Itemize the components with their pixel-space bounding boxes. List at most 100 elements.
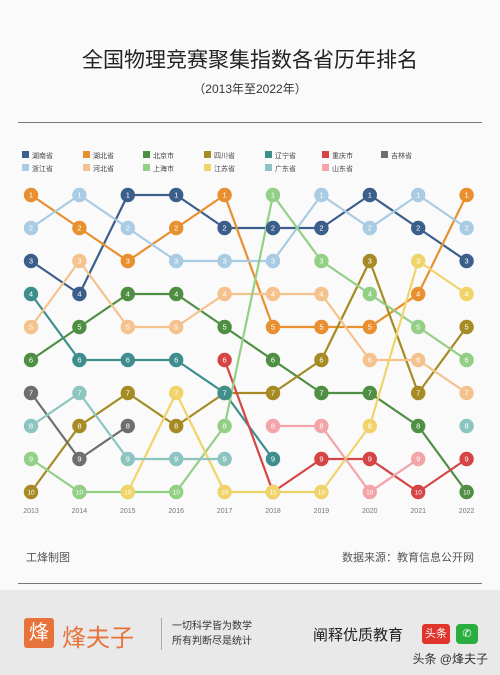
data-point: [23, 319, 39, 335]
data-label: 1: [29, 191, 33, 200]
data-label: 7: [126, 389, 130, 398]
data-label: 7: [416, 389, 420, 398]
data-point: [217, 352, 232, 368]
data-point: [72, 418, 87, 434]
data-label: 6: [77, 356, 81, 365]
data-label: 7: [368, 389, 372, 398]
legend-swatch: [322, 151, 329, 158]
data-label: 10: [124, 490, 132, 497]
series-line: [30, 193, 468, 494]
data-point: [265, 220, 281, 236]
data-point: [459, 484, 474, 500]
data-label: 7: [77, 389, 81, 398]
data-label: 8: [416, 422, 420, 431]
data-point: [120, 220, 135, 236]
data-point: [362, 484, 377, 500]
data-label: 9: [77, 455, 81, 464]
data-point: [217, 385, 232, 401]
data-point: [314, 286, 329, 302]
series-line: [126, 259, 468, 494]
data-label: 2: [223, 224, 227, 233]
data-point: [23, 451, 39, 467]
series-line: [223, 359, 468, 494]
data-point: [72, 385, 87, 401]
data-label: 3: [126, 257, 130, 266]
series-line: [30, 193, 468, 296]
x-tick-label: 2014: [72, 508, 88, 515]
data-label: 3: [271, 257, 275, 266]
legend-label: 辽宁省: [275, 151, 296, 160]
data-point: [23, 187, 39, 203]
data-point: [23, 385, 39, 401]
data-point: [72, 187, 87, 203]
data-label: 10: [366, 490, 374, 497]
data-point: [217, 451, 232, 467]
data-label: 5: [416, 323, 420, 332]
legend-swatch: [143, 164, 150, 171]
data-label: 3: [368, 257, 372, 266]
series-line: [30, 292, 468, 493]
data-point: [217, 286, 232, 302]
data-point: [362, 286, 377, 302]
legend-swatch: [204, 164, 211, 171]
data-point: [459, 253, 474, 269]
legend-swatch: [143, 151, 150, 158]
data-point: [169, 451, 184, 467]
data-point: [362, 253, 377, 269]
series-line: [30, 293, 274, 460]
data-point: [265, 253, 281, 269]
data-label: 1: [319, 191, 323, 200]
data-label: 4: [416, 290, 420, 299]
data-source: 数据来源：教育信息公开网: [342, 552, 474, 564]
data-point: [169, 286, 184, 302]
data-label: 1: [126, 191, 130, 200]
data-point: [362, 385, 377, 401]
data-label: 8: [29, 422, 33, 431]
data-label: 2: [29, 224, 33, 233]
data-point: [23, 253, 39, 269]
data-point: [23, 418, 39, 434]
data-label: 5: [271, 323, 275, 332]
data-label: 10: [463, 490, 471, 497]
data-label: 3: [319, 257, 323, 266]
watermark: 头条 @烽夫子: [412, 652, 488, 666]
data-label: 7: [465, 389, 469, 398]
data-label: 3: [465, 257, 469, 266]
data-label: 6: [465, 356, 469, 365]
data-label: 3: [416, 257, 420, 266]
wechat-icon[interactable]: ✆: [456, 624, 478, 644]
legend-swatch: [83, 151, 90, 158]
data-label: 4: [271, 290, 275, 299]
data-point: [314, 253, 329, 269]
data-point: [265, 451, 281, 467]
legend-swatch: [265, 164, 272, 171]
legend-label: 北京市: [153, 151, 174, 160]
data-point: [459, 220, 474, 236]
data-label: 7: [319, 389, 323, 398]
data-label: 7: [271, 389, 275, 398]
toutiao-icon[interactable]: 头条: [422, 624, 450, 644]
data-label: 10: [415, 490, 423, 497]
data-label: 4: [223, 290, 227, 299]
data-point: [169, 253, 184, 269]
data-point: [72, 451, 87, 467]
data-point: [72, 319, 87, 335]
data-label: 2: [465, 224, 469, 233]
data-point: [314, 319, 329, 335]
data-point: [411, 286, 426, 302]
legend-label: 江苏省: [214, 164, 235, 173]
tagline: 阐释优质教育: [313, 627, 404, 644]
data-label: 1: [271, 191, 275, 200]
legend-label: 重庆市: [332, 151, 353, 160]
data-label: 3: [29, 257, 33, 266]
data-label: 10: [221, 490, 229, 497]
chart-subtitle: （2013年至2022年）: [193, 82, 307, 96]
data-point: [217, 187, 232, 203]
data-point: [169, 418, 184, 434]
data-label: 9: [319, 455, 323, 464]
data-point: [314, 220, 329, 236]
data-label: 5: [77, 323, 81, 332]
legend-swatch: [322, 164, 329, 171]
data-label: 8: [465, 422, 469, 431]
data-point: [72, 484, 87, 500]
